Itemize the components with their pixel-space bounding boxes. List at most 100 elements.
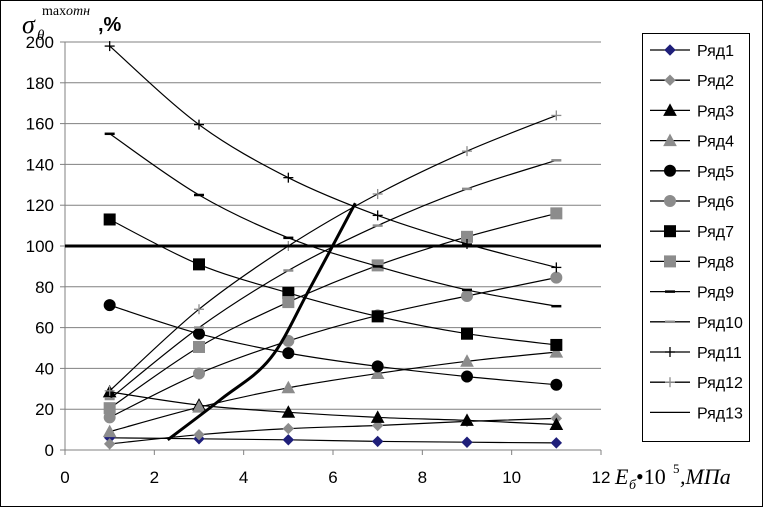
series-7-point — [371, 310, 384, 323]
legend-item-13: Ряд13 — [650, 405, 743, 422]
x-tick-label: 2 — [150, 468, 159, 487]
legend-label: Ряд2 — [697, 73, 734, 90]
x-label-subscript: б — [629, 478, 637, 493]
series-5-point — [550, 378, 563, 391]
series-10 — [104, 159, 562, 401]
legend-swatch-marker — [664, 44, 676, 56]
y-tick-label: 160 — [26, 115, 54, 134]
legend-swatch-marker — [665, 377, 675, 388]
legend-item-7: Ряд7 — [650, 224, 734, 241]
series-3-line — [109, 391, 557, 426]
series-4 — [102, 345, 564, 438]
series-5 — [103, 299, 563, 391]
legend-label: Ряд11 — [697, 345, 742, 362]
series-4-point — [192, 400, 206, 413]
legend-item-9: Ряд9 — [650, 285, 734, 302]
series-12-point — [372, 188, 383, 199]
legend-item-4: Ряд4 — [650, 133, 734, 151]
series-4-point — [281, 380, 296, 394]
series-5-point — [282, 347, 295, 360]
series-5-point — [461, 370, 473, 383]
legend-label: Ряд6 — [697, 194, 734, 211]
series-5-point — [371, 360, 384, 373]
legend-swatch-marker — [663, 133, 677, 147]
series-3-point — [549, 417, 564, 430]
y-tick-label: 60 — [35, 319, 54, 338]
series-4-point — [460, 354, 474, 367]
series-2-point — [282, 422, 295, 435]
y-tick-label: 200 — [26, 33, 54, 52]
series-12-point — [104, 385, 115, 396]
gridlines — [65, 41, 601, 410]
series-1-line — [109, 437, 557, 444]
series-7-point — [193, 258, 205, 271]
x-tick-label: 0 — [60, 468, 69, 487]
legend-item-1: Ряд1 — [650, 43, 734, 60]
legend-label: Ряд5 — [697, 164, 734, 181]
series-8-point — [103, 402, 116, 415]
y-tick-label: 0 — [45, 441, 54, 460]
y-label-superscript-max: max — [42, 4, 66, 19]
series-8-point — [193, 340, 205, 353]
y-tick-label: 20 — [35, 400, 54, 419]
series-10-line — [109, 159, 557, 400]
series-12-point — [462, 146, 472, 157]
series-group — [102, 41, 564, 450]
y-tick-label: 140 — [26, 155, 54, 174]
legend-item-11: Ряд11 — [650, 345, 742, 362]
legend-swatch-marker — [664, 255, 676, 268]
series-8-point — [282, 296, 295, 309]
x-tick-label: 12 — [592, 468, 611, 487]
series-8-line — [109, 212, 557, 409]
series-8-point — [550, 207, 563, 220]
legend-swatch-marker — [664, 225, 676, 238]
legend-item-3: Ряд3 — [650, 103, 734, 120]
legend-label: Ряд7 — [697, 224, 734, 241]
y-tick-label: 40 — [35, 359, 54, 378]
x-tick-label: 8 — [418, 468, 427, 487]
series-6 — [103, 271, 563, 424]
series-6-point — [461, 289, 473, 302]
legend-item-2: Ряд2 — [650, 73, 734, 90]
x-label-symbol: E — [614, 464, 629, 489]
series-7-point — [461, 327, 473, 340]
y-tick-labels: 0 20 40 60 80 100 120 140 160 180 200 — [26, 33, 54, 460]
series-13-line — [166, 202, 357, 441]
series-4-line — [109, 351, 557, 433]
legend-swatch-marker — [664, 195, 676, 207]
x-tick-labels: 0 2 4 6 8 10 12 — [60, 468, 610, 487]
series-7-point — [103, 213, 116, 226]
x-label-unit: ,МПа — [680, 464, 731, 489]
series-6-line — [109, 277, 557, 418]
series-1-point — [550, 437, 563, 449]
y-label-unit: ,% — [98, 14, 122, 36]
series-5-point — [103, 299, 116, 312]
legend-label: Ряд3 — [697, 103, 734, 120]
series-1-point — [371, 435, 384, 448]
series-8 — [103, 207, 563, 415]
y-tick-label: 120 — [26, 196, 54, 215]
y-label-subscript: θ — [37, 28, 45, 44]
series-4-point — [370, 366, 385, 379]
series-1-point — [461, 436, 473, 448]
x-tick-label: 4 — [239, 468, 248, 487]
y-label-superscript-rel: отн — [66, 4, 90, 19]
series-6-point — [193, 367, 205, 380]
legend-label: Ряд9 — [697, 285, 734, 302]
legend-label: Ряд1 — [697, 43, 734, 60]
series-3-point — [281, 405, 296, 418]
series-12 — [104, 110, 562, 396]
legend-label: Ряд13 — [697, 405, 743, 422]
x-tick-label: 6 — [328, 468, 337, 487]
series-2-point — [103, 438, 116, 450]
series-12-line — [109, 114, 557, 392]
x-axis-label: E б •10 5 ,МПа — [614, 461, 731, 493]
legend-item-6: Ряд6 — [650, 194, 734, 211]
legend-box — [642, 33, 750, 442]
legend-label: Ряд10 — [697, 315, 743, 332]
legend-swatch-marker — [664, 164, 676, 177]
series-5-line — [109, 304, 557, 386]
series-3-point — [460, 413, 474, 426]
series-12-point — [551, 110, 562, 121]
